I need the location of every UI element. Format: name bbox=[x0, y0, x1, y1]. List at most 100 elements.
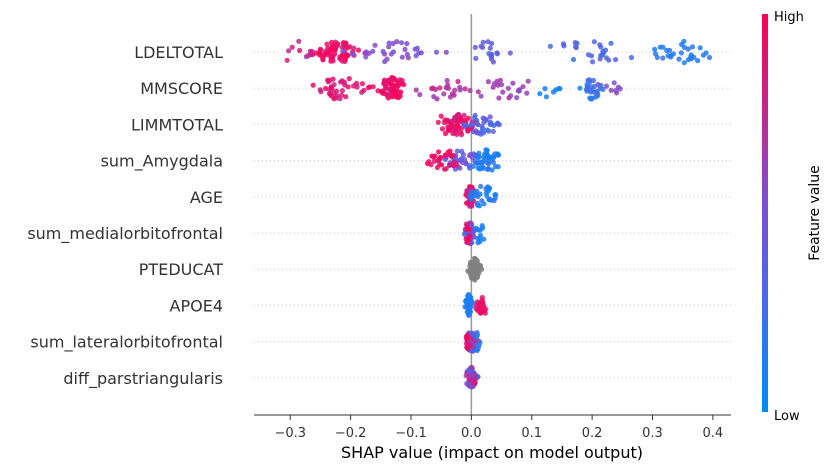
shap-point bbox=[451, 159, 457, 165]
shap-point bbox=[289, 44, 295, 50]
shap-point bbox=[363, 54, 369, 60]
shap-points bbox=[284, 38, 713, 390]
shap-point bbox=[490, 128, 496, 134]
shap-point bbox=[472, 190, 478, 196]
shap-point bbox=[507, 50, 513, 56]
shap-point bbox=[487, 45, 493, 51]
shap-point bbox=[339, 88, 345, 94]
shap-point bbox=[678, 50, 685, 56]
shap-point bbox=[475, 202, 481, 208]
shap-point bbox=[599, 52, 606, 58]
shap-point bbox=[326, 90, 332, 97]
shap-point bbox=[676, 56, 682, 62]
shap-point bbox=[506, 95, 512, 101]
shap-point bbox=[344, 52, 350, 58]
shap-point bbox=[339, 58, 345, 64]
shap-point bbox=[372, 42, 378, 48]
shap-point bbox=[417, 92, 423, 98]
shap-point bbox=[388, 51, 394, 57]
shap-point bbox=[490, 154, 496, 160]
shap-point bbox=[464, 341, 470, 347]
shap-point bbox=[500, 89, 506, 95]
shap-point bbox=[477, 265, 483, 271]
shap-point bbox=[389, 82, 395, 88]
shap-point bbox=[492, 192, 498, 198]
shap-point bbox=[463, 333, 469, 340]
shap-point bbox=[445, 119, 451, 125]
shap-point bbox=[468, 261, 474, 268]
shap-point bbox=[355, 47, 362, 53]
shap-point bbox=[457, 84, 463, 90]
shap-point bbox=[324, 41, 330, 47]
shap-point bbox=[413, 53, 419, 59]
shap-point bbox=[525, 78, 531, 84]
shap-point bbox=[703, 50, 709, 56]
shap-point bbox=[444, 77, 450, 84]
shap-point bbox=[493, 163, 499, 170]
shap-point bbox=[689, 44, 696, 50]
shap-point bbox=[488, 197, 494, 203]
feature-label: LDELTOTAL bbox=[134, 43, 223, 62]
shap-point bbox=[345, 84, 351, 90]
shap-point bbox=[597, 56, 603, 62]
shap-point bbox=[660, 44, 666, 50]
shap-point bbox=[318, 47, 324, 53]
shap-point bbox=[484, 193, 490, 199]
shap-point bbox=[431, 94, 437, 100]
shap-point bbox=[469, 364, 475, 370]
shap-point bbox=[570, 56, 577, 63]
shap-point bbox=[481, 201, 487, 207]
shap-point bbox=[695, 58, 701, 64]
shap-point bbox=[510, 80, 516, 86]
shap-point bbox=[479, 294, 485, 301]
shap-point bbox=[380, 90, 386, 96]
shap-point bbox=[497, 77, 503, 83]
shap-point bbox=[603, 55, 610, 61]
shap-point bbox=[320, 57, 326, 63]
shap-point bbox=[478, 93, 484, 99]
shap-point bbox=[477, 191, 483, 197]
shap-point bbox=[436, 149, 442, 155]
shap-point bbox=[466, 226, 472, 232]
shap-point bbox=[485, 161, 492, 167]
shap-point bbox=[457, 165, 463, 171]
shap-point bbox=[334, 93, 340, 99]
feature-label: PTEDUCAT bbox=[139, 260, 223, 279]
shap-point bbox=[477, 306, 483, 312]
shap-point bbox=[446, 125, 452, 132]
x-axis-title: SHAP value (impact on model output) bbox=[341, 443, 643, 462]
shap-point bbox=[433, 49, 440, 55]
shap-point bbox=[431, 154, 437, 160]
shap-point bbox=[595, 81, 601, 88]
shap-point bbox=[468, 196, 474, 202]
shap-point bbox=[574, 40, 580, 47]
shap-point bbox=[475, 122, 481, 128]
shap-point bbox=[381, 80, 387, 86]
shap-point bbox=[481, 165, 487, 171]
shap-point bbox=[340, 48, 346, 54]
shap-point bbox=[437, 85, 443, 91]
shap-point bbox=[472, 255, 478, 261]
shap-point bbox=[628, 54, 635, 61]
shap-point bbox=[466, 307, 472, 313]
shap-point bbox=[386, 86, 392, 92]
shap-point bbox=[613, 88, 619, 94]
shap-point bbox=[473, 227, 479, 233]
colorbar-title: Feature value bbox=[807, 165, 823, 261]
shap-point bbox=[475, 89, 481, 95]
shap-point bbox=[485, 39, 491, 45]
shap-point bbox=[325, 45, 331, 52]
shap-point bbox=[297, 47, 303, 54]
shap-point bbox=[459, 148, 465, 154]
shap-point bbox=[442, 153, 448, 159]
feature-labels: LDELTOTAL MMSCORE LIMMTOTAL sum_Amygdala AGE… bbox=[27, 43, 223, 389]
shap-point bbox=[590, 77, 597, 84]
shap-point bbox=[613, 57, 619, 63]
shap-point bbox=[463, 221, 470, 227]
colorbar-high-label: High bbox=[774, 10, 804, 25]
shap-point bbox=[466, 153, 473, 159]
shap-point bbox=[343, 43, 349, 49]
shap-point bbox=[479, 160, 485, 166]
shap-point bbox=[479, 223, 485, 229]
shap-point bbox=[469, 267, 475, 273]
